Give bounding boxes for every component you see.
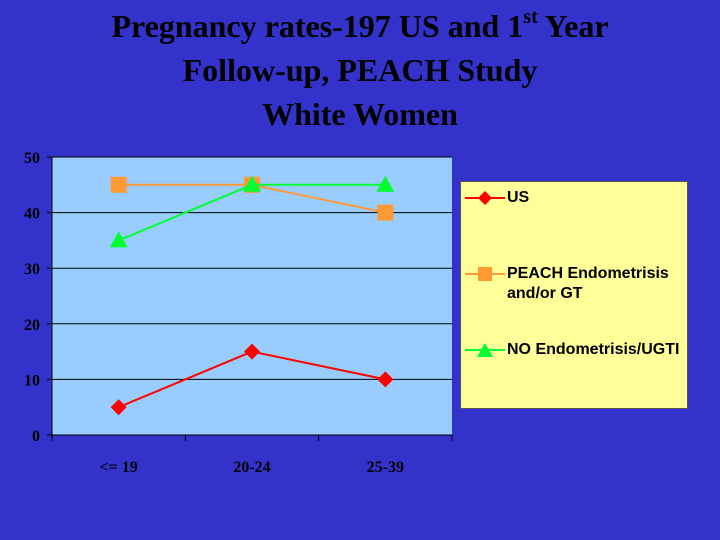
title-line-2: Follow-up, PEACH Study [182, 52, 538, 88]
data-point-us [110, 399, 127, 416]
x-tick-label: 25-39 [367, 459, 404, 476]
chart-legend: US PEACH Endometrisis and/or GT NO Endom… [460, 181, 688, 409]
title-line-1: Pregnancy rates-197 US and 1st Year [111, 6, 609, 44]
legend-diamond-icon [465, 191, 505, 205]
data-point-no [109, 231, 128, 248]
legend-label-no: NO Endometrisis/UGTI [507, 341, 680, 358]
data-point-no [243, 175, 261, 192]
x-tick-label: 20-24 [233, 459, 270, 476]
title-line-3: White Women [262, 96, 458, 132]
chart-title: Pregnancy rates-197 US and 1st Year Foll… [0, 4, 720, 136]
y-tick-label: 40 [24, 206, 40, 223]
y-tick-label: 10 [24, 372, 40, 389]
legend-triangle-icon [465, 343, 505, 357]
y-tick-label: 0 [32, 428, 40, 445]
data-point-peach [377, 204, 394, 221]
legend-label-us: US [507, 189, 530, 206]
plot-area [52, 157, 452, 435]
y-tick-label: 30 [24, 261, 40, 278]
y-tick-label: 50 [24, 150, 40, 167]
data-point-us [244, 343, 260, 360]
data-point-no [376, 175, 395, 192]
legend-square-icon [465, 267, 505, 281]
x-tick-label: <= 19 [100, 459, 138, 476]
y-tick-label: 20 [24, 317, 40, 334]
data-point-peach [110, 176, 127, 193]
data-point-us [377, 371, 394, 388]
legend-label-peach: PEACH Endometrisis and/or GT [507, 265, 669, 302]
